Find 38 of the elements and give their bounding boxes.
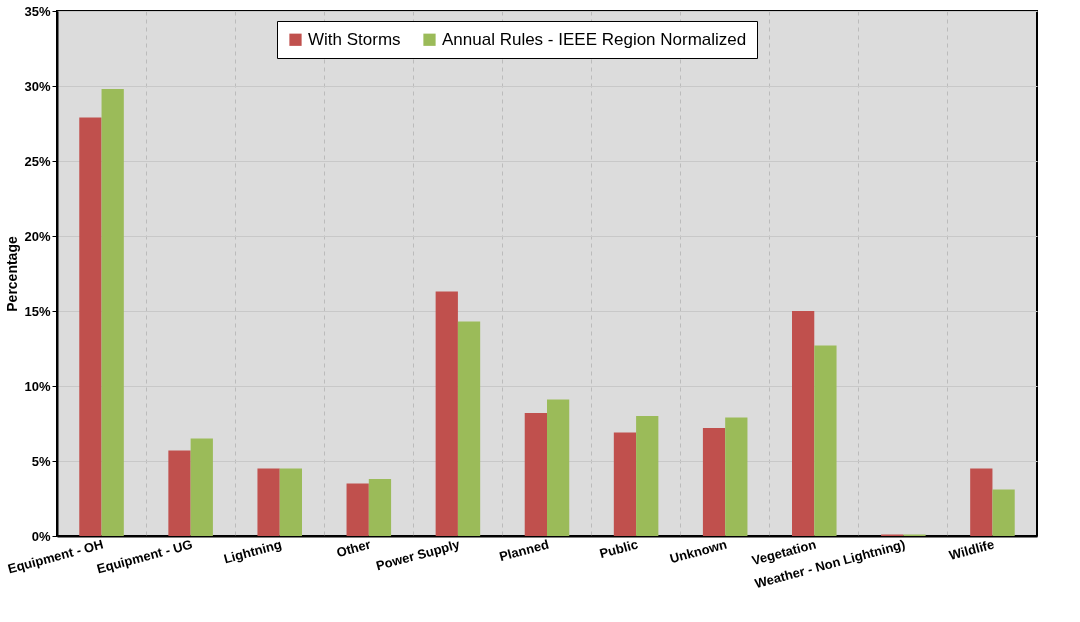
y-tick-label: 15%	[24, 303, 51, 319]
x-tick-label: Public	[597, 536, 640, 562]
y-axis-title: Percentage	[4, 236, 21, 312]
bar	[168, 450, 191, 536]
x-tick-label: Unknown	[668, 536, 729, 567]
x-tick-label: Planned	[497, 536, 551, 565]
bar	[279, 468, 302, 536]
x-tick-label: Other	[334, 536, 373, 561]
bar	[435, 291, 458, 536]
bar	[970, 468, 993, 536]
bar	[368, 479, 392, 536]
bar	[190, 438, 213, 536]
x-tick-label: Wildlife	[947, 536, 996, 563]
y-tick-label: 30%	[24, 78, 51, 94]
legend-label: Annual Rules - IEEE Region Normalized	[442, 29, 747, 49]
x-tick-label: Lightning	[222, 536, 284, 567]
bar	[79, 117, 102, 536]
bar	[992, 489, 1015, 536]
bar	[346, 483, 369, 536]
bar	[702, 428, 726, 536]
y-tick-label: 0%	[31, 528, 51, 544]
y-tick-label: 35%	[24, 3, 51, 19]
bar	[547, 399, 570, 536]
bar	[524, 413, 547, 536]
y-tick-label: 20%	[24, 228, 51, 244]
bar	[636, 416, 659, 536]
legend-label: With Storms	[308, 29, 401, 49]
bar	[792, 311, 815, 536]
bar	[101, 89, 124, 536]
bar	[613, 432, 637, 536]
y-tick-label: 10%	[24, 378, 51, 394]
x-tick-label: Power Supply	[374, 536, 463, 574]
bar	[814, 345, 837, 536]
bar	[457, 321, 481, 536]
bar	[725, 417, 748, 536]
y-tick-label: 5%	[31, 453, 51, 469]
y-tick-label: 25%	[24, 153, 51, 169]
bar	[257, 468, 280, 536]
